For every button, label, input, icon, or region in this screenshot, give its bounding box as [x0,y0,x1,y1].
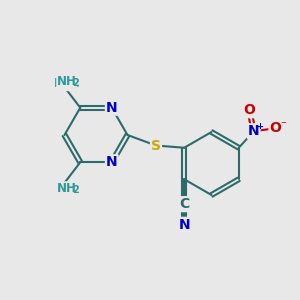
Text: N: N [106,155,118,169]
Text: 2: 2 [70,79,78,89]
Text: N: N [106,101,118,115]
Text: N: N [248,124,260,138]
Text: NH: NH [57,75,77,88]
Text: +: + [256,122,263,130]
Text: N: N [178,218,190,232]
Text: ⁻: ⁻ [280,120,286,130]
Text: NH: NH [54,77,74,90]
Text: C: C [179,197,189,211]
Text: O: O [243,103,255,117]
Text: S: S [151,139,161,152]
Text: O: O [269,121,281,135]
Text: 2: 2 [72,78,79,88]
Text: NH: NH [57,182,77,195]
Text: 2: 2 [72,185,79,195]
